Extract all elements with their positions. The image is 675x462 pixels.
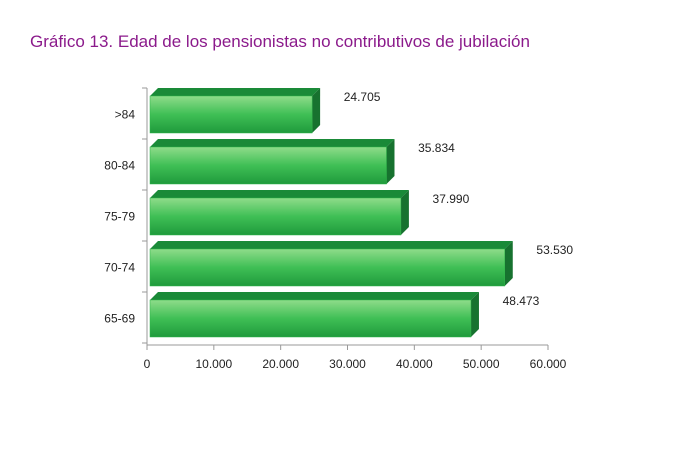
bar-front (149, 248, 506, 287)
bar-top (150, 241, 513, 249)
bar-side (312, 88, 321, 133)
value-label: 35.834 (418, 141, 455, 155)
chart-title: Gráfico 13. Edad de los pensionistas no … (30, 32, 530, 51)
x-tick-label: 60.000 (530, 357, 567, 371)
x-tick-label: 40.000 (396, 357, 433, 371)
x-tick-label: 20.000 (262, 357, 299, 371)
value-label: 37.990 (433, 192, 470, 206)
bar-top (150, 190, 409, 198)
x-tick-label: 0 (144, 357, 151, 371)
bar-front (149, 197, 402, 236)
y-tick-label: 70-74 (104, 261, 135, 275)
bar-front (149, 95, 313, 134)
value-label: 24.705 (344, 90, 381, 104)
bar (149, 292, 479, 338)
bar-top (150, 88, 321, 96)
x-tick-label: 10.000 (195, 357, 232, 371)
x-tick-label: 30.000 (329, 357, 366, 371)
bar-front (149, 299, 472, 338)
bar-top (150, 139, 395, 147)
x-tick-label: 50.000 (463, 357, 500, 371)
y-tick-label: >84 (115, 108, 136, 122)
bar (149, 139, 395, 185)
y-tick-label: 75-79 (104, 210, 135, 224)
bar (149, 88, 321, 134)
bar-top (150, 292, 479, 300)
y-tick-label: 65-69 (104, 312, 135, 326)
bar (149, 190, 409, 236)
bar-front (149, 146, 387, 185)
bar-side (386, 139, 395, 184)
bar-side (504, 241, 513, 286)
bar-side (400, 190, 409, 235)
value-label: 48.473 (503, 294, 540, 308)
value-label: 53.530 (536, 243, 573, 257)
bar (149, 241, 513, 287)
y-tick-label: 80-84 (104, 159, 135, 173)
bar-side (470, 292, 479, 337)
